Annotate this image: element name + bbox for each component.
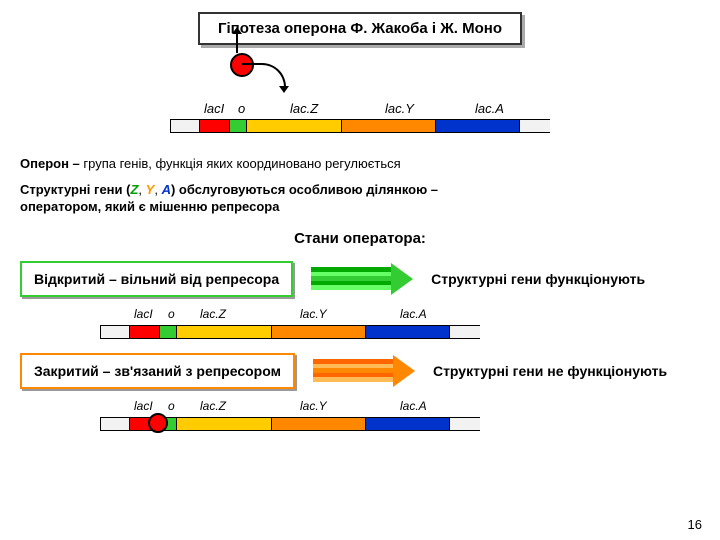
- closed-result: Структурні гени не функціонують: [433, 363, 667, 379]
- operon-diagram-closed: lacI o lac.Z lac.Y lac.A: [100, 399, 480, 431]
- body-text: Оперон – група генів, функція яких коорд…: [20, 155, 700, 216]
- arrow-curve-icon: [242, 63, 286, 87]
- repressor-bound-icon: [148, 413, 168, 433]
- states-heading: Стани оператора:: [20, 230, 700, 247]
- operon-diagram-open: lacI o lac.Z lac.Y lac.A: [100, 307, 480, 339]
- arrow-closed-icon: [313, 355, 415, 387]
- title: Гіпотеза оперона Ф. Жакоба і Ж. Моно: [198, 12, 522, 45]
- open-state-row: Відкритий – вільний від репресора Структ…: [20, 261, 700, 297]
- closed-state-row: Закритий – зв'язаний з репресором Структ…: [20, 353, 700, 389]
- open-result: Структурні гени функціонують: [431, 271, 645, 287]
- closed-state-box: Закритий – зв'язаний з репресором: [20, 353, 295, 389]
- page-number: 16: [688, 517, 702, 532]
- dna-bar-top: [170, 119, 550, 133]
- gene-labels-top: lacI o lac.Z lac.Y lac.A: [170, 101, 550, 119]
- open-state-box: Відкритий – вільний від репресора: [20, 261, 293, 297]
- arrow-open-icon: [311, 263, 413, 295]
- dna-bar-open: [100, 325, 480, 339]
- repressor-circle: [230, 53, 254, 77]
- operon-diagram-top: lacI o lac.Z lac.Y lac.A: [170, 101, 550, 133]
- arrow-up-icon: [236, 33, 238, 53]
